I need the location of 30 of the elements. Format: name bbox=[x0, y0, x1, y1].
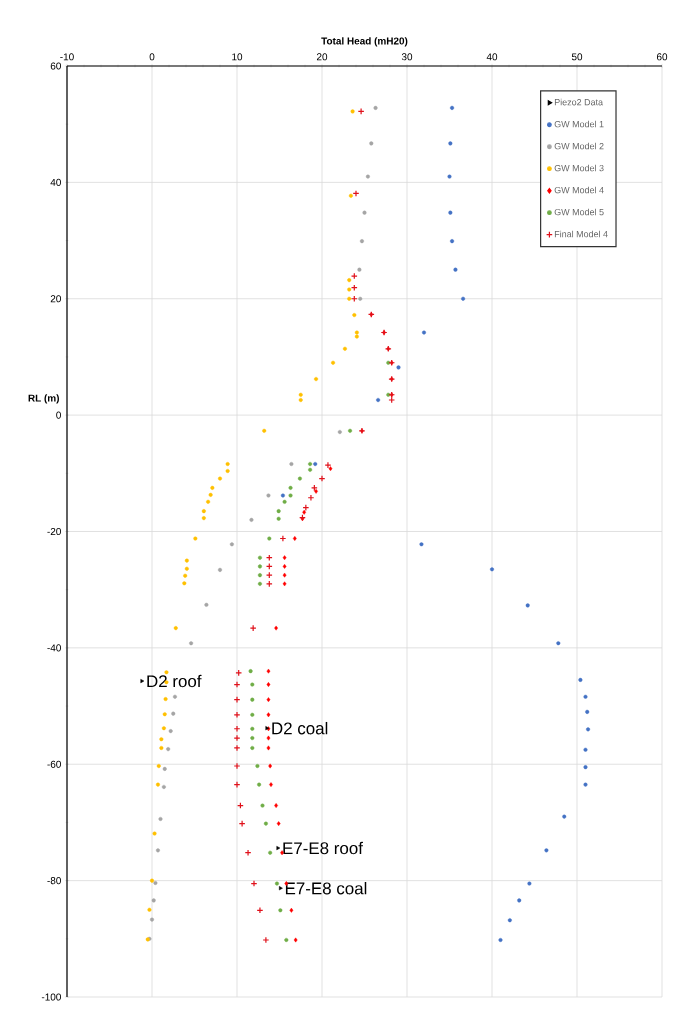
y-tick-label: -40 bbox=[47, 644, 61, 652]
y-tick-label: 40 bbox=[50, 178, 61, 186]
y-tick-label: -80 bbox=[47, 877, 61, 885]
annotation: E7-E8 roof bbox=[283, 841, 363, 855]
x-tick-label: 50 bbox=[571, 53, 583, 61]
x-tick-label: 10 bbox=[232, 53, 243, 61]
legend-label: Piezo2 Data bbox=[554, 98, 604, 106]
annotation: D2 roof bbox=[147, 674, 202, 688]
y-tick-label: 60 bbox=[50, 62, 61, 70]
legend-label: Final Model 4 bbox=[554, 230, 608, 238]
y-tick-label: 0 bbox=[56, 411, 61, 419]
annotation: E7-E8 coal bbox=[285, 881, 367, 895]
y-tick-label: -60 bbox=[47, 760, 61, 768]
legend-label: GW Model 3 bbox=[554, 164, 604, 172]
x-tick-label: 40 bbox=[486, 53, 498, 61]
x-tick-label: 30 bbox=[401, 53, 413, 61]
y-axis-title: RL (m) bbox=[28, 394, 59, 404]
x-tick-label: 20 bbox=[316, 53, 328, 61]
legend-label: GW Model 1 bbox=[554, 120, 604, 128]
annotation: D2 coal bbox=[272, 721, 328, 735]
legend-label: GW Model 5 bbox=[554, 208, 604, 216]
legend-label: GW Model 2 bbox=[554, 142, 604, 150]
x-tick-label: 60 bbox=[656, 53, 668, 61]
x-axis-title: Total Head (mH20) bbox=[321, 37, 408, 47]
y-tick-label: 20 bbox=[50, 295, 61, 303]
x-tick-label: -10 bbox=[60, 53, 74, 61]
legend-label: GW Model 4 bbox=[554, 186, 604, 194]
x-tick-label: 0 bbox=[149, 53, 155, 61]
y-tick-label: -100 bbox=[41, 993, 61, 1001]
y-tick-label: -20 bbox=[47, 527, 61, 536]
